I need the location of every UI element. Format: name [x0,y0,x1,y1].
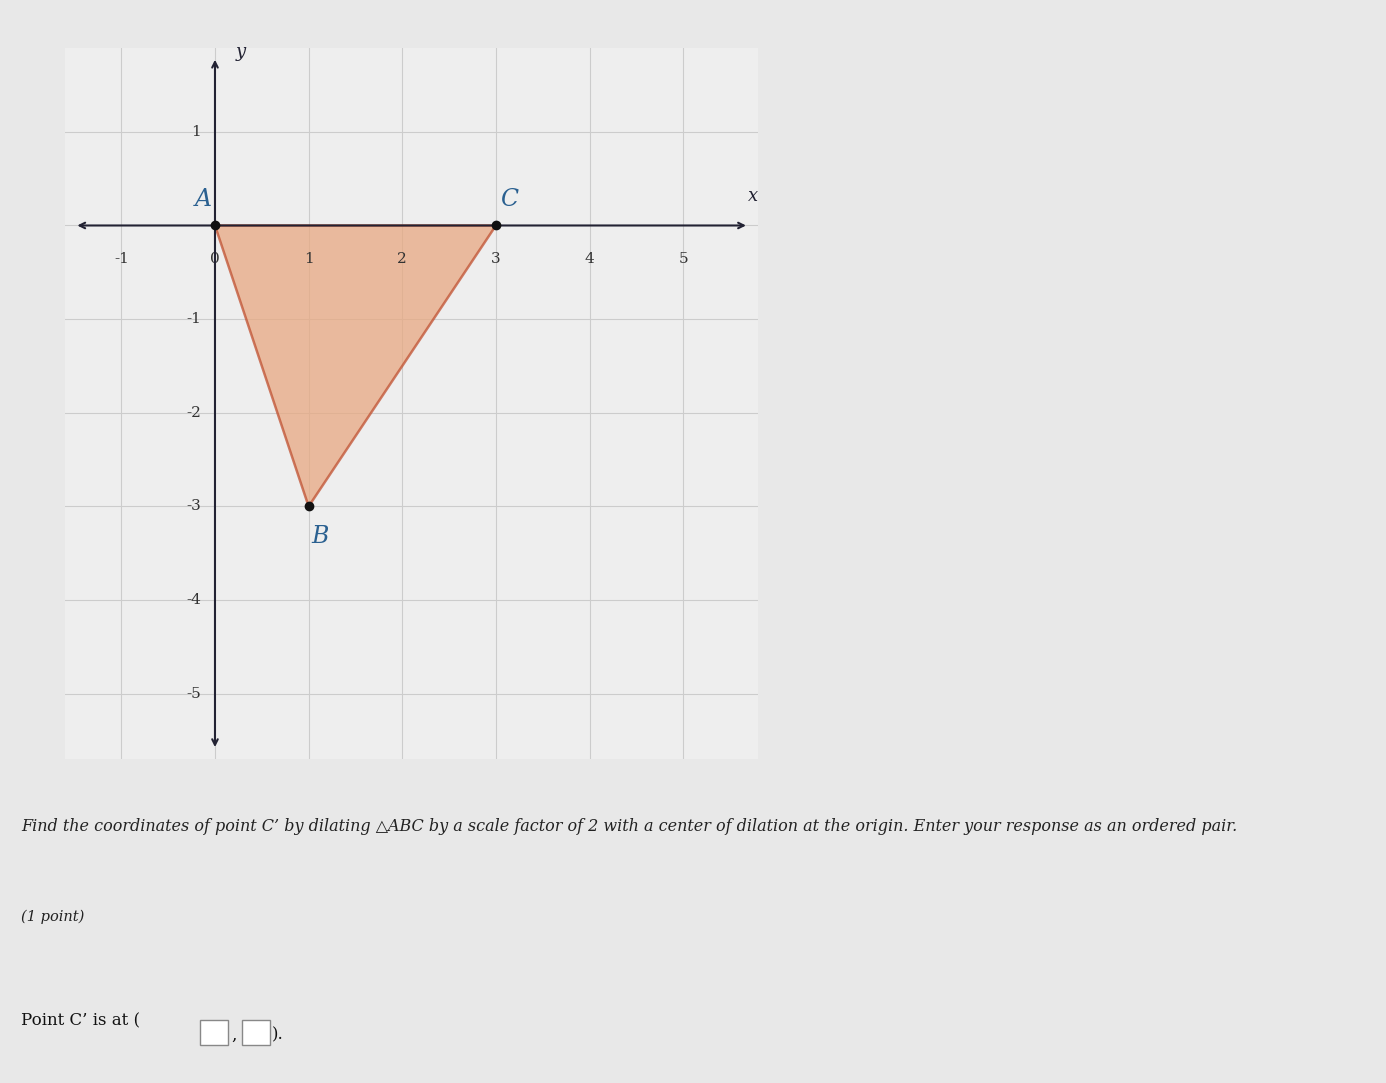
Text: y: y [236,43,245,62]
Text: 1: 1 [191,125,201,139]
Bar [200,1020,229,1045]
Text: ).: ). [272,1027,284,1044]
Text: 4: 4 [585,251,595,265]
Text: 3: 3 [491,251,500,265]
Bar [243,1020,270,1045]
Text: -5: -5 [186,687,201,701]
Text: 5: 5 [678,251,687,265]
Text: Find the coordinates of point C’ by dilating △ABC by a scale factor of 2 with a : Find the coordinates of point C’ by dila… [21,818,1238,835]
Text: -1: -1 [114,251,129,265]
Text: -1: -1 [186,312,201,326]
Text: -4: -4 [186,593,201,608]
Text: -3: -3 [186,499,201,513]
Text: A: A [195,187,212,211]
Text: 1: 1 [304,251,313,265]
Text: 0: 0 [211,251,220,265]
Text: -2: -2 [186,406,201,420]
Text: ,: , [231,1027,237,1044]
Text: (1 point): (1 point) [21,910,85,924]
Text: x: x [748,187,758,205]
Text: 2: 2 [398,251,407,265]
Text: B: B [312,525,328,548]
Text: C: C [500,187,518,211]
Polygon shape [215,225,496,507]
Text: Point C’ is at (: Point C’ is at ( [21,1013,140,1030]
